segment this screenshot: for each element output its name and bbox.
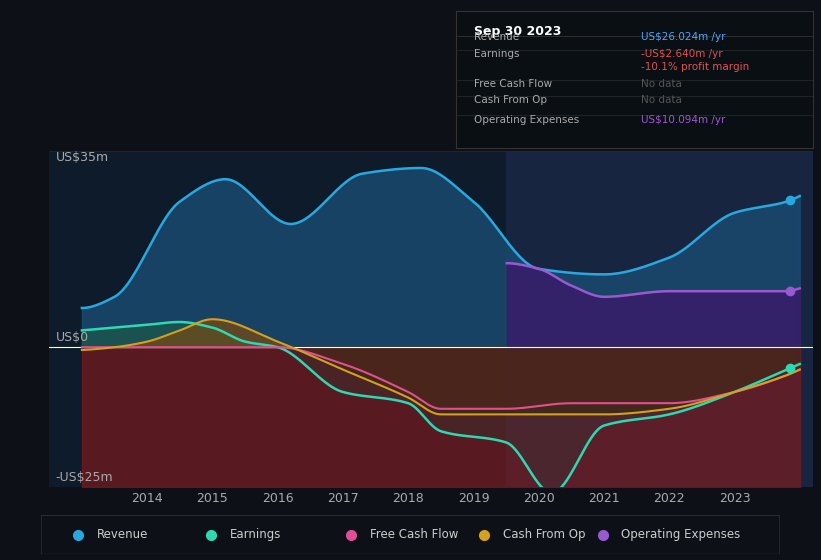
- Text: Revenue: Revenue: [474, 32, 519, 42]
- Text: -US$2.640m /yr: -US$2.640m /yr: [641, 49, 723, 59]
- Text: No data: No data: [641, 79, 682, 89]
- Text: Cash From Op: Cash From Op: [502, 528, 585, 542]
- Text: Operating Expenses: Operating Expenses: [474, 115, 579, 124]
- Text: US$35m: US$35m: [56, 151, 109, 164]
- Bar: [506, 151, 813, 487]
- Text: Free Cash Flow: Free Cash Flow: [370, 528, 458, 542]
- Text: No data: No data: [641, 95, 682, 105]
- Text: Sep 30 2023: Sep 30 2023: [474, 25, 561, 38]
- Text: US$10.094m /yr: US$10.094m /yr: [641, 115, 726, 124]
- Text: -US$25m: -US$25m: [56, 472, 113, 484]
- Text: US$0: US$0: [56, 332, 89, 344]
- FancyBboxPatch shape: [41, 515, 780, 554]
- Text: Revenue: Revenue: [97, 528, 148, 542]
- Text: Earnings: Earnings: [230, 528, 281, 542]
- Text: Operating Expenses: Operating Expenses: [621, 528, 741, 542]
- Text: Free Cash Flow: Free Cash Flow: [474, 79, 552, 89]
- Text: -10.1% profit margin: -10.1% profit margin: [641, 63, 750, 72]
- Text: Earnings: Earnings: [474, 49, 519, 59]
- Text: Cash From Op: Cash From Op: [474, 95, 547, 105]
- Text: US$26.024m /yr: US$26.024m /yr: [641, 32, 726, 42]
